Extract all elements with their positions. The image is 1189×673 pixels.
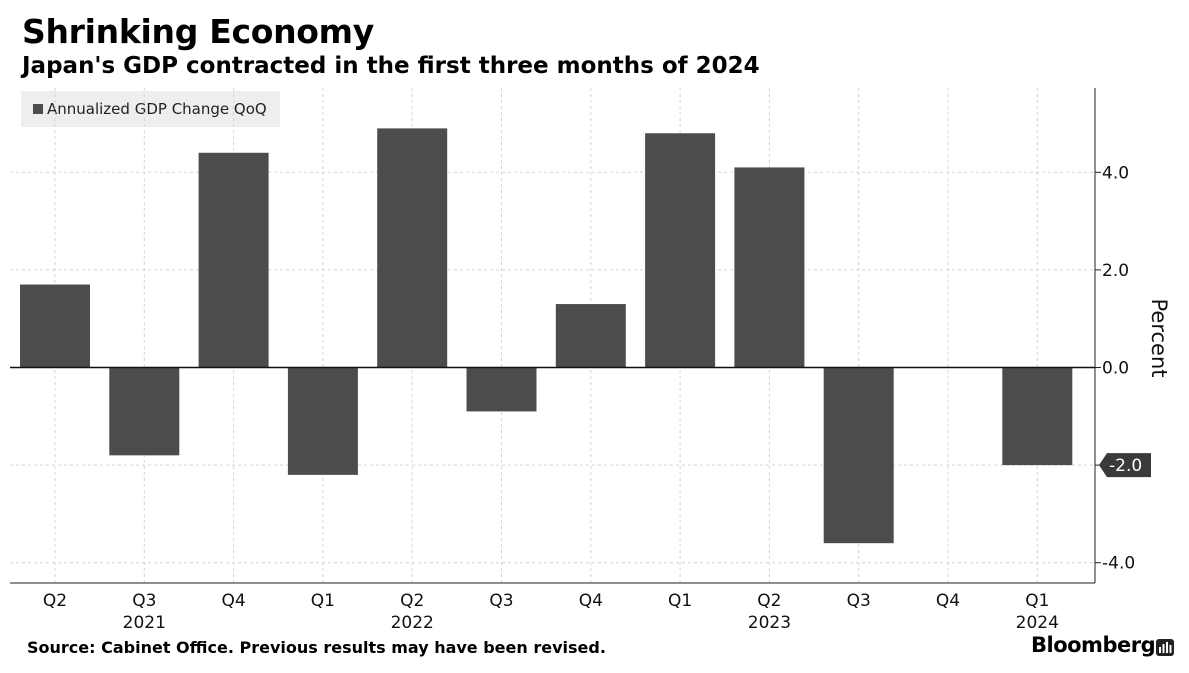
bar <box>377 128 448 368</box>
callout-label: -2.0 <box>1109 456 1142 476</box>
callout-shape <box>1099 453 1151 478</box>
x-tick-label: Q2 <box>43 591 67 611</box>
x-tick-label: Q3 <box>132 591 156 611</box>
bar <box>466 367 537 412</box>
x-tick-label: Q2 <box>757 591 781 611</box>
x-year-label: 2021 <box>123 613 166 633</box>
x-tick-label: Q4 <box>221 591 245 611</box>
bar <box>109 367 180 456</box>
y-tick-label: -4.0 <box>1102 554 1135 574</box>
source-note: Source: Cabinet Office. Previous results… <box>27 638 606 657</box>
x-tick-label: Q2 <box>400 591 424 611</box>
x-tick-label: Q1 <box>1025 591 1049 611</box>
legend: Annualized GDP Change QoQ <box>21 91 280 127</box>
y-tick-label: 2.0 <box>1102 261 1129 281</box>
legend-label: Annualized GDP Change QoQ <box>47 100 267 118</box>
x-tick-label: Q3 <box>847 591 871 611</box>
y-tick-label: 0.0 <box>1102 359 1129 379</box>
x-year-label: 2022 <box>391 613 434 633</box>
bar <box>734 167 805 368</box>
chart-subtitle: Japan's GDP contracted in the first thre… <box>22 53 760 79</box>
bar <box>287 367 358 475</box>
bar <box>555 304 626 368</box>
x-tick-label: Q4 <box>936 591 960 611</box>
x-tick-label: Q3 <box>489 591 513 611</box>
x-year-label: 2023 <box>748 613 791 633</box>
bar <box>823 367 894 544</box>
legend-swatch <box>33 104 43 114</box>
y-axis-title: Percent <box>1147 298 1171 377</box>
brand-logo-text: Bloomberg <box>1031 633 1156 657</box>
x-year-label: 2024 <box>1016 613 1059 633</box>
chart-title: Shrinking Economy <box>22 12 374 51</box>
x-tick-label: Q1 <box>668 591 692 611</box>
bloomberg-terminal-icon <box>1156 639 1174 656</box>
bar <box>20 284 90 368</box>
bar <box>645 133 716 368</box>
y-tick-label: 4.0 <box>1102 163 1129 183</box>
bar <box>1002 367 1073 466</box>
bar <box>198 152 269 368</box>
value-callout: -2.0 <box>1099 453 1151 478</box>
x-tick-label: Q1 <box>311 591 335 611</box>
x-tick-label: Q4 <box>579 591 603 611</box>
